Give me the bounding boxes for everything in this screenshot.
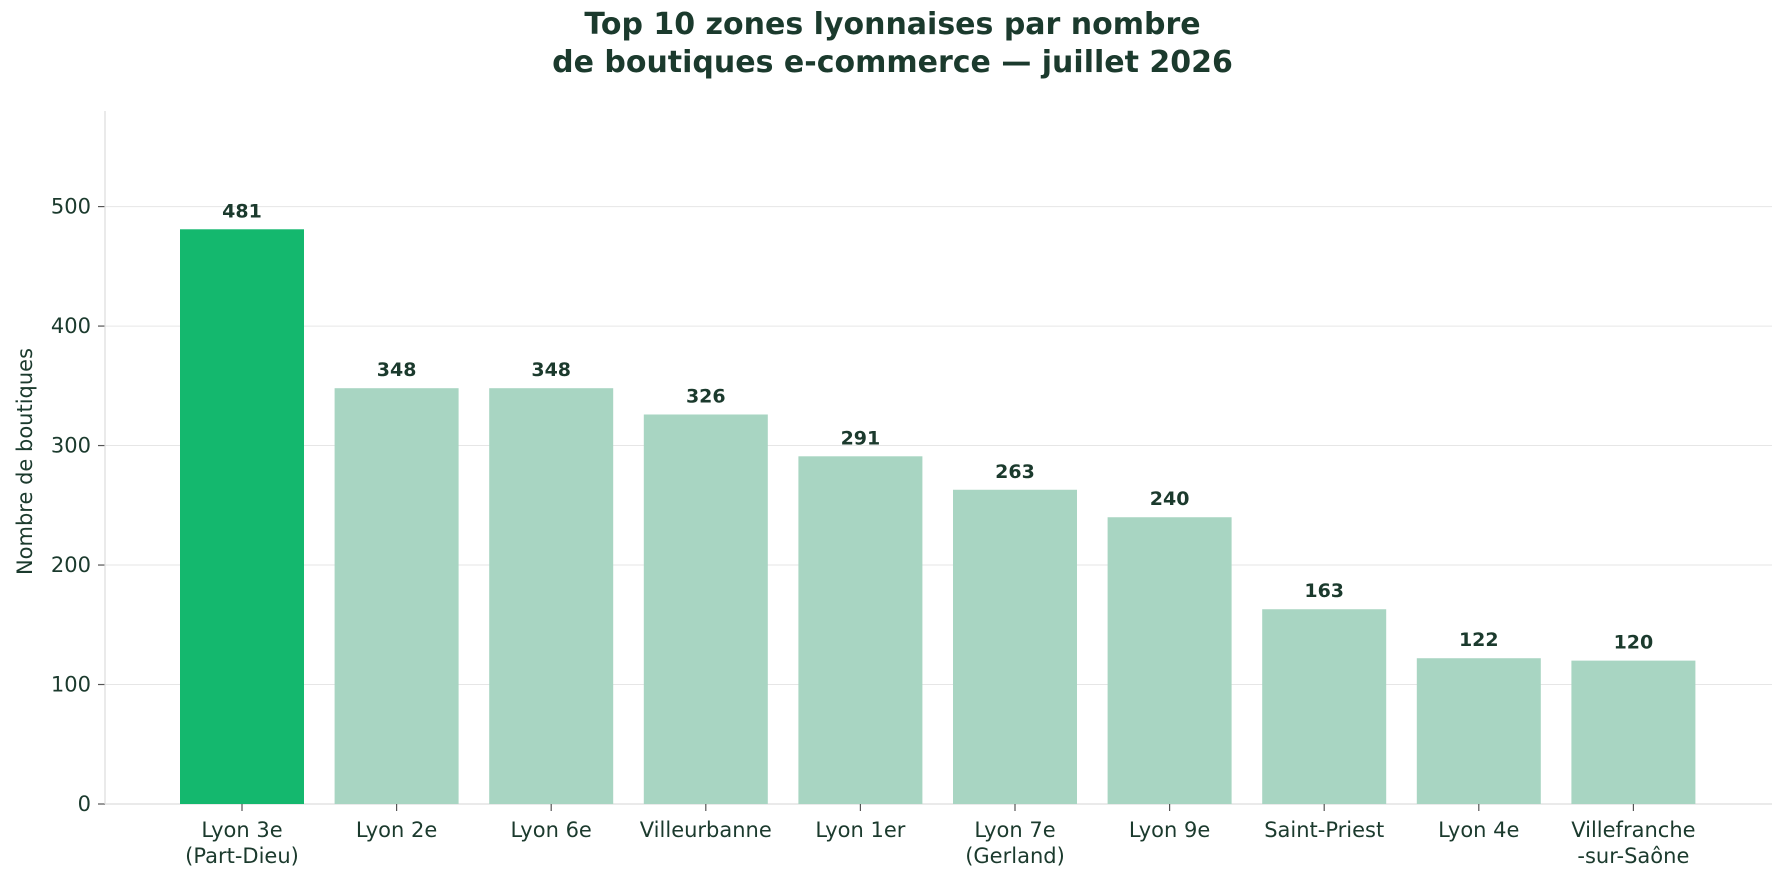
y-tick-label: 0 <box>78 792 91 816</box>
x-tick-label: Lyon 3e <box>201 818 282 842</box>
bar <box>180 229 304 804</box>
x-tick-label: Lyon 6e <box>511 818 592 842</box>
bar-value-label: 348 <box>531 359 571 381</box>
bar <box>643 414 768 804</box>
bar-value-label: 120 <box>1614 632 1654 654</box>
chart-title-line-2: de boutiques e-commerce — juillet 2026 <box>552 45 1233 80</box>
x-tick-label: Lyon 2e <box>356 818 437 842</box>
bar-value-label: 326 <box>686 385 726 407</box>
bar-value-label: 240 <box>1150 488 1190 510</box>
x-tick-label: Villeurbanne <box>640 818 772 842</box>
y-tick-label: 200 <box>51 553 91 577</box>
bars <box>180 229 1696 804</box>
y-tick-label: 400 <box>51 314 91 338</box>
bar <box>1262 609 1387 804</box>
y-tick-label: 100 <box>51 673 91 697</box>
bar-value-label: 263 <box>995 461 1035 483</box>
bar <box>334 388 459 804</box>
y-tick-label: 500 <box>51 195 91 219</box>
x-tick-label: Lyon 1er <box>815 818 905 842</box>
bar <box>953 489 1077 804</box>
bar <box>1571 660 1696 804</box>
y-axis-title: Nombre de boutiques <box>13 348 37 575</box>
bar <box>489 388 614 804</box>
x-tick-label: Villefranche <box>1571 818 1695 842</box>
bar-value-label: 481 <box>222 200 262 222</box>
x-tick-label: -sur-Saône <box>1577 844 1689 868</box>
bar <box>1107 517 1232 804</box>
bar <box>798 456 923 804</box>
x-tick-label: Lyon 9e <box>1129 818 1210 842</box>
chart-title: Top 10 zones lyonnaises par nombre de bo… <box>0 6 1785 82</box>
x-tick-label: (Part-Dieu) <box>185 844 299 868</box>
x-tick-label: (Gerland) <box>965 844 1065 868</box>
bar <box>1416 658 1541 804</box>
y-tick-label: 300 <box>51 434 91 458</box>
x-tick-label: Saint-Priest <box>1264 818 1384 842</box>
x-tick-label: Lyon 4e <box>1438 818 1519 842</box>
bar-value-label: 163 <box>1304 580 1344 602</box>
bar-value-label: 348 <box>377 359 417 381</box>
x-tick-label: Lyon 7e <box>974 818 1055 842</box>
bar-value-label: 291 <box>841 427 881 449</box>
labels: 0 100 200 300 400 500 481 Lyon 3e(Part-Dieu) 348… <box>13 195 1696 868</box>
bar-value-label: 122 <box>1459 629 1499 651</box>
chart-title-line-1: Top 10 zones lyonnaises par nombre <box>584 7 1201 42</box>
